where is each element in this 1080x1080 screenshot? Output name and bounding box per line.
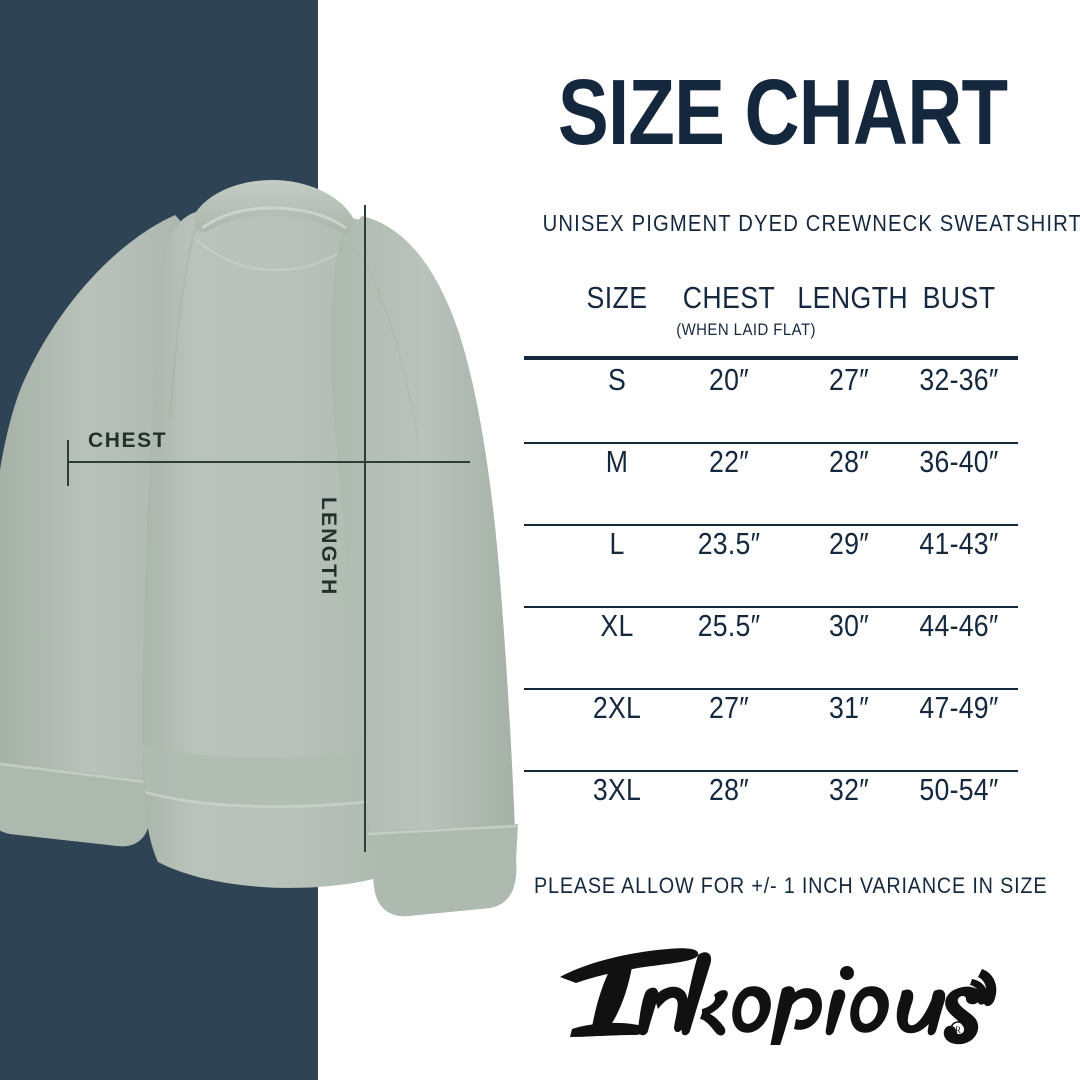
column-header-chest-note: (WHEN LAID FLAT): [676, 320, 816, 339]
cell-bust: 50-54″: [919, 772, 999, 807]
cell-bust: 44-46″: [919, 608, 999, 643]
column-header-chest: CHEST: [682, 280, 776, 315]
table-row: M 22″ 28″ 36-40″: [517, 444, 1018, 524]
cell-length: 31″: [829, 690, 869, 725]
cell-size: 3XL: [592, 772, 642, 807]
row-divider: [524, 770, 1018, 772]
table-row: XL 25.5″ 30″ 44-46″: [517, 608, 1018, 688]
cell-size: 2XL: [592, 690, 642, 725]
row-divider: [524, 688, 1018, 690]
row-divider: [524, 606, 1018, 608]
chart-panel: SIZE CHART UNISEX PIGMENT DYED CREWNECK …: [512, 0, 1080, 1080]
length-measurement-label: LENGTH: [317, 497, 340, 597]
left-sleeve-cuff: [0, 761, 154, 847]
table-header-rule: [524, 356, 1018, 360]
cell-bust: 47-49″: [919, 690, 999, 725]
cell-length: 29″: [829, 526, 869, 561]
column-header-size: SIZE: [586, 280, 648, 315]
column-header-length: LENGTH: [797, 280, 909, 315]
table-row: L 23.5″ 29″ 41-43″: [517, 526, 1018, 606]
registered-trademark-symbol: R: [950, 1021, 966, 1037]
variance-note: PLEASE ALLOW FOR +/- 1 INCH VARIANCE IN …: [534, 873, 1048, 898]
cell-bust: 32-36″: [919, 362, 999, 397]
product-image-panel: CHEST LENGTH: [0, 0, 519, 1080]
cell-size: XL: [600, 608, 634, 643]
row-divider: [524, 442, 1018, 444]
cell-bust: 41-43″: [919, 526, 999, 561]
cell-chest: 25.5″: [697, 608, 761, 643]
table-row: S 20″ 27″ 32-36″: [517, 362, 1018, 442]
cell-length: 28″: [829, 444, 869, 479]
body-hem-band: [143, 742, 428, 805]
cell-bust: 36-40″: [919, 444, 999, 479]
brand-logo: R: [542, 925, 1002, 1045]
right-sleeve-cuff: [368, 824, 518, 917]
cell-length: 32″: [829, 772, 869, 807]
cell-chest: 20″: [709, 362, 749, 397]
cell-length: 27″: [829, 362, 869, 397]
cell-chest: 27″: [709, 690, 749, 725]
cell-chest: 28″: [709, 772, 749, 807]
page-title: SIZE CHART: [557, 60, 1008, 164]
cell-size: M: [605, 444, 629, 479]
cell-size: L: [609, 526, 625, 561]
cell-size: S: [607, 362, 627, 397]
table-row: 3XL 28″ 32″ 50-54″: [517, 772, 1018, 852]
table-header-row: SIZE CHEST LENGTH BUST (WHEN LAID FLAT): [517, 280, 1018, 356]
size-table: SIZE CHEST LENGTH BUST (WHEN LAID FLAT) …: [517, 280, 1018, 852]
cell-chest: 23.5″: [697, 526, 761, 561]
right-sleeve: [330, 216, 517, 917]
table-row: 2XL 27″ 31″ 47-49″: [517, 690, 1018, 770]
inkopious-logo-mark: R: [560, 948, 997, 1045]
sweatshirt-illustration: [0, 180, 519, 917]
column-header-bust: BUST: [922, 280, 996, 315]
row-divider: [524, 524, 1018, 526]
cell-chest: 22″: [709, 444, 749, 479]
svg-text:R: R: [955, 1025, 961, 1035]
cell-length: 30″: [829, 608, 869, 643]
page-subtitle: UNISEX PIGMENT DYED CREWNECK SWEATSHIRT: [542, 210, 1080, 236]
chest-measurement-label: CHEST: [88, 429, 168, 452]
